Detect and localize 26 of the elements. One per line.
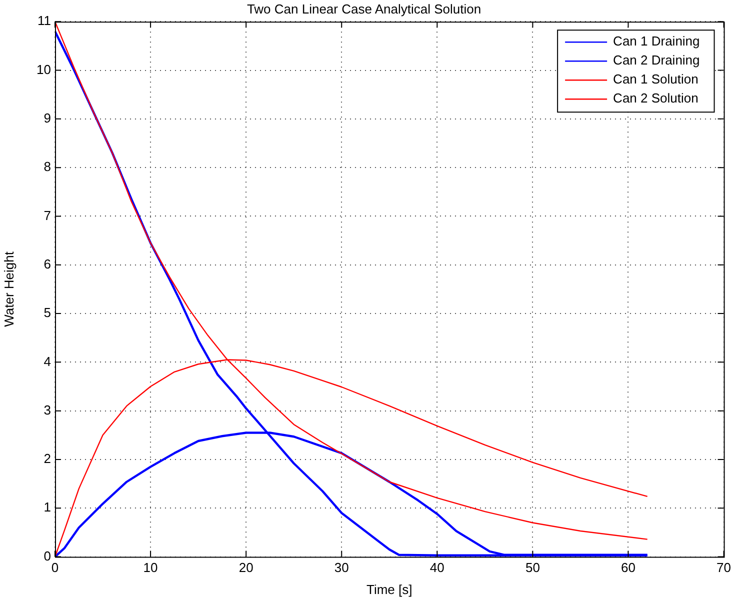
x-tick-label: 10: [143, 560, 158, 576]
y-axis-title: Water Height: [1, 251, 16, 327]
y-tick-label: 5: [44, 305, 51, 320]
x-tick-label: 70: [716, 560, 732, 576]
x-tick-label: 50: [525, 560, 540, 576]
x-axis-title: Time [s]: [366, 582, 412, 597]
y-tick-label: 1: [44, 500, 51, 515]
legend-label: Can 1 Draining: [613, 34, 700, 49]
y-tick-label: 7: [44, 208, 51, 223]
y-tick-label: 8: [44, 159, 51, 174]
legend-label: Can 1 Solution: [613, 72, 698, 87]
y-tick-label: 2: [44, 451, 51, 466]
y-tick-label: 0: [44, 548, 51, 564]
y-tick-label: 4: [44, 354, 51, 369]
y-tick-label: 6: [44, 256, 51, 272]
legend-label: Can 2 Draining: [613, 52, 700, 68]
x-tick-label: 30: [334, 560, 349, 576]
legend-label: Can 2 Solution: [613, 90, 698, 106]
y-tick-label: 10: [36, 62, 51, 77]
x-tick-label: 40: [430, 560, 444, 576]
x-tick-label: 60: [620, 560, 636, 576]
y-tick-label: 11: [38, 13, 51, 28]
y-tick-label: 3: [44, 402, 51, 418]
chart-title: Two Can Linear Case Analytical Solution: [246, 1, 482, 16]
y-tick-label: 9: [44, 110, 51, 126]
x-tick-label: 20: [238, 560, 254, 576]
